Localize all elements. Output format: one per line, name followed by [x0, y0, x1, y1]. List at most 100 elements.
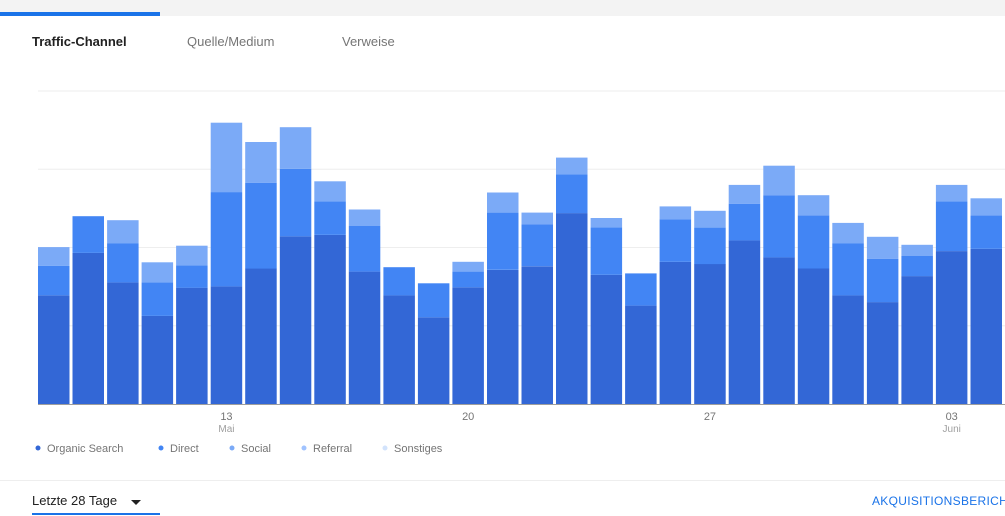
- bar-segment-2-21: [763, 165, 795, 196]
- bar-segment-1-21: [763, 195, 795, 258]
- bar-segment-1-19: [694, 227, 726, 265]
- bar-segment-2-7: [279, 127, 312, 169]
- bar-segment-2-18: [659, 206, 692, 220]
- bar-segment-1-20: [728, 203, 761, 241]
- bar-segment-2-25: [901, 244, 933, 256]
- x-tick-sublabel-0: Mai: [218, 424, 234, 435]
- bar-segment-1-17: [625, 273, 657, 306]
- legend-dot-3: [301, 445, 307, 451]
- bar-segment-1-11: [417, 283, 450, 318]
- bar-segment-0-21: [763, 257, 795, 404]
- bar-segment-1-15: [556, 174, 588, 214]
- bar-segment-1-6: [245, 182, 277, 269]
- top-strip: [0, 0, 1005, 16]
- bar-segment-2-3: [141, 262, 174, 283]
- bar-segment-0-12: [452, 287, 484, 404]
- bar-segment-0-19: [694, 264, 726, 404]
- bar-segment-1-27: [970, 215, 1002, 249]
- bar-segment-1-22: [797, 215, 830, 269]
- bar-segment-0-23: [832, 295, 864, 404]
- x-tick-label-2: 27: [704, 411, 716, 423]
- x-tick-label-3: 03: [946, 411, 958, 423]
- bar-segment-2-2: [107, 220, 139, 244]
- legend-label-2: Social: [241, 443, 271, 455]
- legend-label-3: Referral: [313, 443, 352, 455]
- bar-segment-0-22: [797, 268, 830, 404]
- date-range-label: Letzte 28 Tage: [32, 493, 118, 508]
- bar-segment-0-13: [487, 269, 519, 404]
- bar-segment-0-1: [72, 252, 104, 404]
- bar-segment-1-26: [935, 201, 968, 251]
- traffic-channel-card: Traffic-Channel Quelle/Medium Verweise 1…: [0, 16, 1005, 516]
- bar-segment-0-18: [659, 261, 692, 404]
- bar-segment-0-0: [38, 295, 70, 404]
- legend-item-1: Direct: [158, 443, 199, 455]
- bar-segment-2-13: [487, 192, 519, 213]
- bar-segment-0-2: [107, 282, 139, 404]
- bar-segment-2-5: [210, 122, 243, 192]
- tab-referrals[interactable]: Verweise: [342, 34, 395, 49]
- legend-dot-0: [35, 445, 41, 451]
- bar-segment-2-9: [348, 209, 381, 226]
- legend-item-2: Social: [229, 443, 271, 455]
- bar-segment-1-3: [141, 282, 174, 316]
- date-range-select[interactable]: Letzte 28 Tage: [32, 489, 160, 515]
- bar-segment-1-13: [487, 212, 519, 270]
- legend-dot-1: [158, 445, 164, 451]
- bar-segment-1-1: [72, 216, 104, 253]
- bar-segment-0-15: [556, 213, 588, 404]
- legend-label-1: Direct: [170, 443, 199, 455]
- legend-dot-2: [229, 445, 235, 451]
- bar-segment-0-4: [176, 287, 208, 404]
- bar-segment-2-8: [314, 181, 346, 202]
- bar-segment-1-14: [521, 224, 553, 267]
- bar-segment-2-16: [590, 218, 623, 228]
- bar-segment-0-8: [314, 235, 346, 404]
- bar-segment-0-17: [625, 305, 657, 404]
- bar-segment-2-19: [694, 210, 726, 228]
- bar-segment-1-0: [38, 265, 70, 296]
- card-footer: Letzte 28 Tage AKQUISITIONSBERICHT: [0, 480, 1005, 516]
- x-tick-label-1: 20: [462, 411, 474, 423]
- legend-item-0: Organic Search: [35, 443, 123, 455]
- bar-segment-0-14: [521, 266, 553, 404]
- bar-segment-1-8: [314, 201, 346, 235]
- bar-segment-0-26: [935, 251, 968, 404]
- bar-segment-1-16: [590, 227, 623, 275]
- tab-source-medium[interactable]: Quelle/Medium: [187, 34, 275, 49]
- bar-segment-1-24: [866, 258, 899, 303]
- acquisition-report-link[interactable]: AKQUISITIONSBERICHT: [872, 494, 1005, 508]
- bar-segment-0-20: [728, 240, 761, 404]
- bar-segment-1-9: [348, 226, 381, 272]
- caret-down-icon: [131, 500, 141, 505]
- bar-segment-0-3: [141, 315, 174, 404]
- tab-traffic-channel[interactable]: Traffic-Channel: [32, 34, 127, 49]
- bar-segment-0-24: [866, 302, 899, 404]
- bar-segment-0-16: [590, 274, 623, 404]
- bar-segment-2-6: [245, 142, 277, 183]
- selected-card-indicator: [0, 12, 160, 16]
- bar-segment-2-27: [970, 198, 1002, 216]
- bar-segment-0-6: [245, 268, 277, 404]
- legend-label-0: Organic Search: [47, 443, 123, 455]
- bar-segment-1-4: [176, 265, 208, 288]
- bar-segment-1-2: [107, 243, 139, 283]
- bar-segment-2-20: [728, 184, 761, 204]
- bar-segment-1-25: [901, 256, 933, 277]
- legend-item-4: Sonstiges: [382, 443, 443, 455]
- bar-segment-1-7: [279, 168, 312, 237]
- tab-bar: Traffic-Channel Quelle/Medium Verweise: [0, 16, 1005, 68]
- bar-segment-2-24: [866, 236, 899, 259]
- bar-segment-1-10: [383, 267, 415, 296]
- bar-segment-0-7: [279, 236, 312, 404]
- bar-segment-2-14: [521, 212, 553, 225]
- bar-segment-0-27: [970, 248, 1002, 404]
- bar-segment-2-15: [556, 157, 588, 175]
- bar-segment-2-4: [176, 245, 208, 266]
- bar-segment-2-0: [38, 247, 70, 266]
- legend-label-4: Sonstiges: [394, 443, 443, 455]
- bar-segment-0-10: [383, 295, 415, 404]
- bar-segment-0-11: [417, 317, 450, 404]
- bar-segment-1-5: [210, 192, 243, 287]
- bar-segment-2-26: [935, 184, 968, 202]
